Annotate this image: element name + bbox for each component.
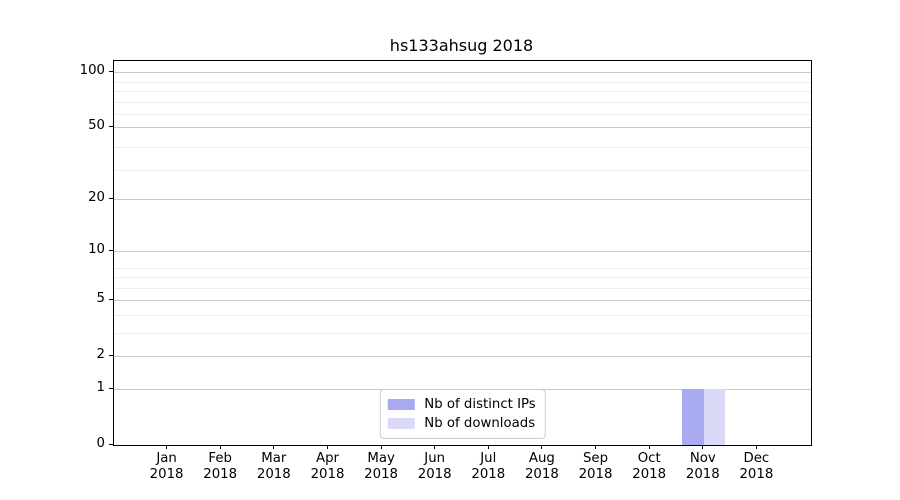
x-tick-label: Mar 2018	[256, 451, 291, 482]
y-tick	[109, 71, 113, 73]
legend-swatch-distinct-ips	[387, 399, 415, 410]
x-tick	[755, 445, 757, 449]
legend-label-downloads: Nb of downloads	[424, 416, 536, 431]
gridline-major	[114, 72, 811, 74]
plot-area: Nb of distinct IPs Nb of downloads	[113, 60, 812, 446]
legend: Nb of distinct IPs Nb of downloads	[379, 389, 546, 439]
x-tick-label: Feb 2018	[203, 451, 238, 482]
chart-title: hs133ahsug 2018	[389, 36, 534, 55]
x-tick-label: Oct 2018	[632, 451, 667, 482]
y-tick-label: 1	[96, 380, 105, 395]
y-tick-label: 20	[88, 190, 105, 206]
x-tick	[434, 445, 436, 449]
x-tick-label: Aug 2018	[524, 451, 559, 482]
gridline-major	[114, 127, 811, 129]
x-tick	[648, 445, 650, 449]
x-tick-label: Apr 2018	[310, 451, 345, 482]
gridline-major	[114, 356, 811, 358]
y-tick	[109, 250, 113, 252]
x-tick-label: Sep 2018	[578, 451, 613, 482]
legend-label-distinct-ips: Nb of distinct IPs	[424, 397, 536, 412]
y-tick-label: 10	[88, 242, 105, 258]
x-tick	[702, 445, 704, 449]
gridline-major	[114, 199, 811, 201]
y-tick	[109, 299, 113, 301]
legend-row-distinct-ips: Nb of distinct IPs	[387, 395, 536, 414]
y-tick-label: 100	[79, 63, 105, 79]
x-tick	[166, 445, 168, 449]
bar-nb-of-downloads	[703, 389, 726, 445]
y-tick	[109, 444, 113, 445]
gridline-minor	[114, 315, 811, 316]
legend-row-downloads: Nb of downloads	[387, 414, 535, 433]
x-tick	[327, 445, 328, 449]
y-tick	[109, 198, 113, 200]
gridline-minor	[114, 333, 811, 334]
gridline-minor	[114, 170, 811, 172]
gridline-minor	[114, 277, 811, 278]
x-tick	[380, 445, 382, 449]
y-tick	[109, 126, 113, 128]
gridline-minor	[114, 147, 811, 148]
x-tick-label: Jul 2018	[471, 451, 506, 482]
x-tick	[541, 445, 543, 449]
x-tick-label: Jun 2018	[417, 451, 452, 482]
gridline-minor	[114, 81, 811, 83]
x-tick-label: Nov 2018	[685, 451, 720, 482]
bar-nb-of-distinct-ips	[682, 389, 704, 445]
x-tick-label: Dec 2018	[739, 451, 774, 482]
x-tick-label: Jan 2018	[149, 451, 184, 482]
gridline-minor	[114, 101, 811, 103]
x-tick	[219, 445, 221, 449]
y-tick-label: 5	[96, 291, 105, 307]
x-tick	[273, 445, 275, 449]
gridline-major	[114, 300, 811, 302]
gridline-minor	[114, 91, 811, 92]
gridline-major	[114, 251, 811, 253]
y-tick-label: 50	[88, 118, 105, 134]
y-tick	[109, 388, 113, 389]
x-tick	[487, 445, 489, 449]
gridline-minor	[114, 287, 811, 289]
x-tick-label: May 2018	[364, 451, 399, 482]
legend-swatch-downloads	[387, 418, 415, 429]
y-tick	[109, 355, 113, 357]
y-tick-label: 2	[96, 347, 105, 363]
gridline-minor	[114, 267, 811, 269]
y-tick-label: 0	[96, 436, 105, 451]
x-tick	[595, 445, 596, 449]
gridline-minor	[114, 114, 811, 116]
